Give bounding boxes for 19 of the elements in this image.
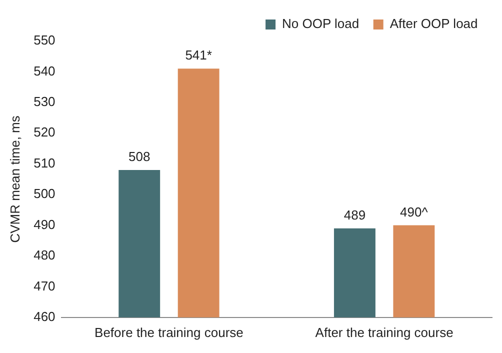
y-tick-label: 510 <box>34 155 56 170</box>
legend-label: No OOP load <box>282 16 360 32</box>
legend-label: After OOP load <box>390 16 478 32</box>
data-label: 508 <box>128 149 150 164</box>
y-tick-label: 460 <box>34 308 56 324</box>
y-tick-label: 550 <box>34 32 56 48</box>
y-axis-title: CVMR mean time, ms <box>7 115 22 243</box>
y-tick-label: 490 <box>34 216 56 232</box>
data-label: 490^ <box>400 204 429 220</box>
y-tick-label: 530 <box>34 94 56 109</box>
y-tick-label: 480 <box>34 248 56 263</box>
y-tick-label: 540 <box>34 63 56 78</box>
x-tick-label: Before the training course <box>94 324 244 340</box>
x-tick-label: After the training course <box>315 324 454 340</box>
y-tick-label: 520 <box>34 124 56 140</box>
data-label: 541* <box>185 48 212 63</box>
y-tick-label: 470 <box>34 278 56 294</box>
data-label: 489 <box>344 207 366 222</box>
y-tick-label: 500 <box>34 186 56 202</box>
